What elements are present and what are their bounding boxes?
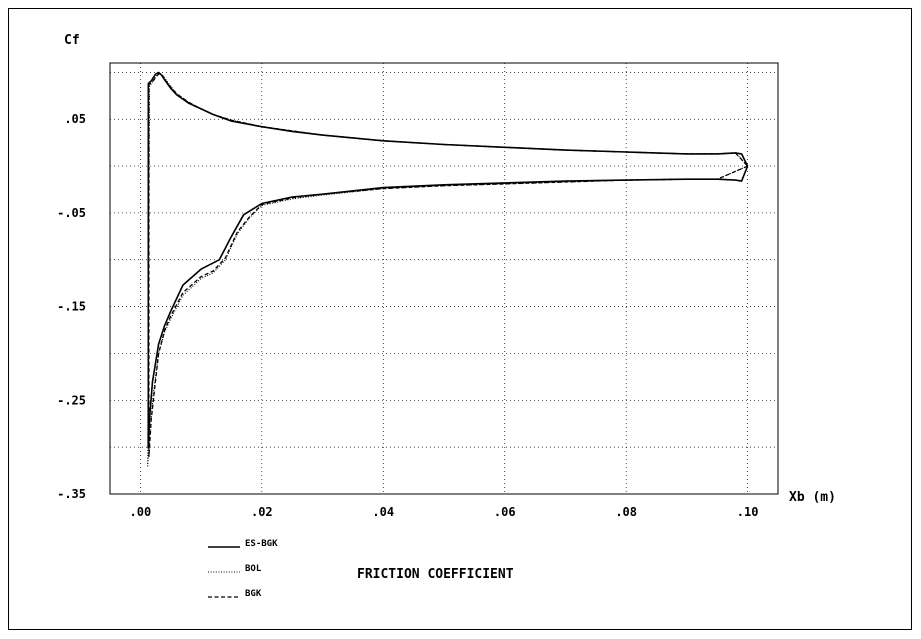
- plot-area: [109, 62, 779, 495]
- chart-title: FRICTION COEFFICIENT: [357, 567, 514, 582]
- y-tick-label: .05: [64, 112, 86, 126]
- legend-label: ES-BGK: [245, 539, 278, 549]
- x-axis-label: Xb (m): [789, 490, 836, 505]
- y-tick-label: -.35: [57, 487, 86, 501]
- series-layer: [147, 71, 749, 467]
- x-axis-ticks: .00 .02 .04 .06 .08 .10: [130, 505, 759, 519]
- x-tick-label: .06: [494, 505, 516, 519]
- y-tick-label: -.15: [57, 300, 86, 314]
- y-axis-label: Cf: [64, 33, 80, 48]
- grid: [110, 63, 778, 495]
- x-tick-label: .10: [737, 505, 759, 519]
- legend-label: BGK: [245, 589, 262, 599]
- y-tick-label: -.25: [57, 393, 86, 407]
- y-axis-ticks: .05 -.05 -.15 -.25 -.35: [57, 112, 86, 501]
- chart-frame: [8, 8, 912, 630]
- x-tick-label: .04: [372, 505, 394, 519]
- legend-label: BOL: [245, 564, 262, 574]
- x-tick-label: .02: [251, 505, 273, 519]
- series-line-bol: [147, 72, 749, 467]
- legend: ES-BGK BOL BGK: [208, 539, 278, 599]
- series-line-bgk: [148, 72, 749, 458]
- x-tick-label: .08: [615, 505, 637, 519]
- x-tick-label: .00: [130, 505, 152, 519]
- y-tick-label: -.05: [57, 206, 86, 220]
